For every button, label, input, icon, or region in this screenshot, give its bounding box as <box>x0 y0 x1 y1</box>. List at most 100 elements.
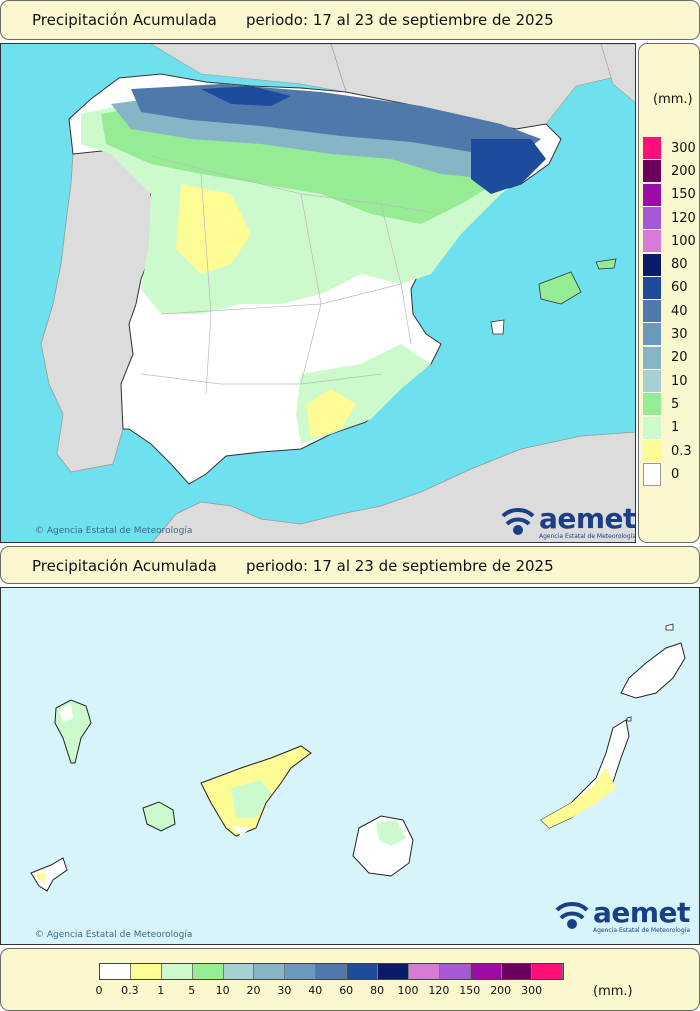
legend-level-0: 0 <box>643 463 700 487</box>
canarias-copyright: © Agencia Estatal de Meteorología <box>35 930 193 940</box>
legend-label-10: 10 <box>215 984 230 997</box>
legend-swatch <box>643 300 661 324</box>
legend-level-150: 150 <box>643 183 700 207</box>
vertical-legend: 0 0.3 1 5 10 20 30 40 60 80 100 120 150 200 300 <box>639 137 700 487</box>
legend-level-60: 60 <box>643 276 700 300</box>
legend-label: 300 <box>671 140 696 156</box>
legend-label-20: 20 <box>246 984 261 997</box>
legend-label-200: 200 <box>490 984 512 997</box>
legend-label: 20 <box>671 350 688 366</box>
lanzarote <box>620 642 686 699</box>
legend-level-1: 1 <box>643 416 700 440</box>
mallorca <box>538 271 582 305</box>
legend-level-40: 40 <box>643 300 700 324</box>
legend-swatch-300 <box>532 964 564 979</box>
legend-level-30: 30 <box>643 323 700 347</box>
legend-swatch-40 <box>316 964 348 979</box>
legend-level-0.3: 0.3 <box>643 439 700 463</box>
fuerteventura <box>540 719 630 829</box>
legend-swatch <box>643 253 661 277</box>
la-gomera <box>142 801 176 832</box>
legend-label-150: 150 <box>459 984 481 997</box>
legend-level-5: 5 <box>643 393 700 417</box>
horizontal-legend-bar <box>99 963 565 980</box>
horizontal-legend-units: (mm.) <box>593 984 633 999</box>
legend-label: 10 <box>671 373 688 389</box>
legend-label-5: 5 <box>188 984 196 997</box>
legend-label: 200 <box>671 163 696 179</box>
legend-level-20: 20 <box>643 346 700 370</box>
legend-swatch-10 <box>223 964 255 979</box>
legend-label: 120 <box>671 210 696 226</box>
legend-swatch <box>643 137 661 160</box>
precip-yellow-patch <box>176 184 251 274</box>
legend-swatch <box>643 183 661 207</box>
legend-swatch-1 <box>161 964 193 979</box>
legend-swatch <box>643 416 661 440</box>
legend-swatch-200 <box>501 964 533 979</box>
africa-land <box>152 431 635 542</box>
aemet-subtitle: Agencia Estatal de Meteorología <box>593 927 690 934</box>
legend-swatch-5 <box>192 964 224 979</box>
legend-swatch <box>643 206 661 230</box>
legend-level-80: 80 <box>643 253 700 277</box>
legend-label-30: 30 <box>277 984 292 997</box>
legend-swatch <box>643 393 661 417</box>
legend-label: 40 <box>671 303 688 319</box>
legend-swatch <box>643 160 661 184</box>
legend-swatch-0 <box>100 964 131 979</box>
la-graciosa <box>665 623 674 631</box>
bottom-title-panel: Precipitación Acumulada periodo: 17 al 2… <box>0 546 700 584</box>
top-period: periodo: 17 al 23 de septiembre de 2025 <box>246 11 554 29</box>
legend-swatch-150 <box>470 964 502 979</box>
legend-swatch <box>643 346 661 370</box>
legend-swatch-60 <box>347 964 379 979</box>
peninsula-copyright: © Agencia Estatal de Meteorología <box>35 526 193 536</box>
legend-label: 0.3 <box>671 443 692 459</box>
legend-level-100: 100 <box>643 230 700 254</box>
precip-southeast-yellow <box>306 389 356 439</box>
precip-dark-north <box>201 86 291 106</box>
legend-label: 80 <box>671 257 688 273</box>
legend-label-60: 60 <box>339 984 354 997</box>
legend-swatch-20 <box>254 964 286 979</box>
region-borders <box>140 155 442 395</box>
ibiza <box>490 319 505 335</box>
precip-catalonia <box>471 139 546 194</box>
legend-swatch <box>643 323 661 347</box>
menorca <box>595 258 617 270</box>
italy-land <box>600 44 635 103</box>
legend-label-40: 40 <box>308 984 323 997</box>
legend-swatch <box>643 439 661 463</box>
legend-swatch <box>643 276 661 300</box>
peninsula-map-svg <box>1 44 635 542</box>
legend-label-1: 1 <box>157 984 165 997</box>
horizontal-legend-panel: 0 0.3 1 5 10 20 30 40 60 80 100 120 150 200 300 (mm.) <box>0 948 700 1011</box>
el-hierro <box>30 857 68 892</box>
legend-swatch-30 <box>285 964 317 979</box>
legend-label: 0 <box>671 466 680 482</box>
canarias-aemet-logo: aemet Agencia Estatal de Meteorología <box>553 898 690 938</box>
aemet-subtitle: Agencia Estatal de Meteorología <box>539 533 636 540</box>
legend-label-120: 120 <box>428 984 450 997</box>
legend-label-0: 0 <box>95 984 103 997</box>
legend-swatch <box>643 463 661 487</box>
legend-label: 100 <box>671 233 696 249</box>
aemet-emblem-icon <box>555 902 589 929</box>
legend-label: 60 <box>671 280 688 296</box>
legend-label-0.3: 0.3 <box>121 984 139 997</box>
legend-units-label: (mm.) <box>653 92 693 107</box>
legend-level-300: 300 <box>643 137 700 160</box>
legend-swatch <box>643 230 661 254</box>
france-bay-land <box>150 44 347 93</box>
legend-level-200: 200 <box>643 160 700 184</box>
aemet-wordmark: aemet <box>593 896 690 929</box>
peninsula-aemet-logo: aemet Agencia Estatal de Meteorología <box>499 504 635 542</box>
bottom-title: Precipitación Acumulada <box>32 557 217 575</box>
legend-label-300: 300 <box>521 984 543 997</box>
canarias-map: © Agencia Estatal de Meteorología aemet … <box>0 587 700 945</box>
peninsula-map: © Agencia Estatal de Meteorología aemet … <box>0 43 636 543</box>
lobos <box>626 716 632 722</box>
legend-level-120: 120 <box>643 206 700 230</box>
legend-swatch-120 <box>439 964 471 979</box>
